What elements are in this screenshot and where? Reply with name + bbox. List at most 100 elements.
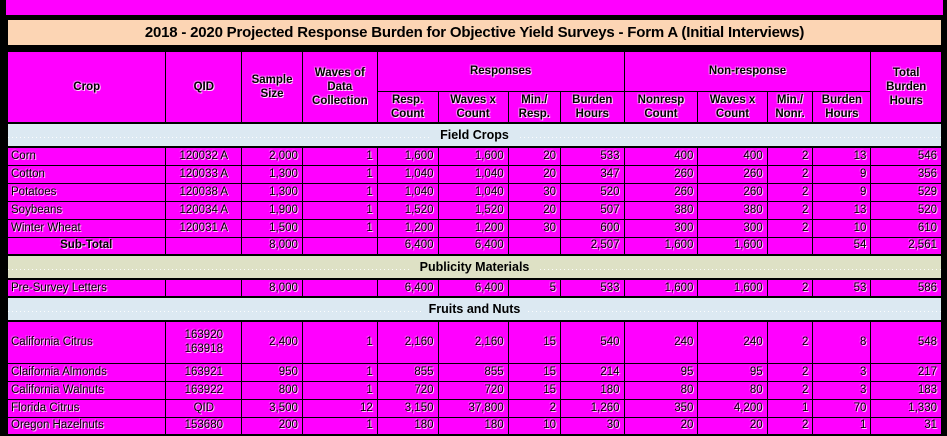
table-row: Cotton 120033 A 1,300 1 1,040 1,040 20 347 260 26… (6, 164, 943, 184)
total-burden-hours-cell: 217 (870, 362, 943, 382)
table-row: California Citrus 163920 163918 2,400 1 2,16… (6, 320, 943, 364)
crop-cell: Corn (6, 146, 167, 166)
resp-burden-hours-cell: 180 (559, 380, 625, 400)
title-bar: 2018 - 2020 Projected Response Burden fo… (6, 18, 943, 47)
resp-waves-x-count-cell: 1,520 (437, 200, 509, 220)
resp-burden-hours-cell: 507 (559, 200, 625, 220)
min-nonr-cell: 2 (766, 218, 814, 238)
qid-cell: 163922 (165, 380, 243, 400)
min-nonr-cell: 1 (766, 398, 814, 418)
crop-cell: Pre-Survey Letters (6, 278, 167, 298)
min-resp-cell: 20 (507, 164, 561, 184)
total-burden-hours-cell: 520 (870, 200, 943, 220)
resp-burden-hours-cell: 533 (559, 278, 625, 298)
col-header-min-nonr: Min./ Nonr. (766, 90, 814, 124)
table-header: Crop QID Sample Size Waves of Data Colle… (6, 50, 943, 124)
col-header-qid: QID (165, 50, 243, 124)
section-label: Publicity Materials (6, 254, 943, 281)
section-band: Field Crops (6, 122, 943, 149)
col-header-waves: Waves of Data Collection (301, 50, 378, 124)
crop-cell: Potatoes (6, 182, 167, 202)
section-label-text: Fruits and Nuts (420, 302, 529, 317)
nonresp-waves-x-count-cell: 260 (697, 182, 768, 202)
resp-burden-hours-cell: 533 (559, 146, 625, 166)
resp-burden-hours-cell: 540 (559, 320, 625, 364)
resp-count-cell: 6,400 (376, 278, 439, 298)
min-nonr-cell: 2 (766, 164, 814, 184)
waves-cell: 1 (301, 182, 378, 202)
sample-size-cell: 1,300 (241, 182, 303, 202)
nonresp-waves-x-count-cell: 260 (697, 164, 768, 184)
min-nonr-cell: 2 (766, 200, 814, 220)
resp-waves-x-count-cell: 720 (437, 380, 509, 400)
sample-size-cell: 1,500 (241, 218, 303, 238)
min-resp-cell: 30 (507, 182, 561, 202)
page-title: 2018 - 2020 Projected Response Burden fo… (144, 24, 805, 41)
nonresp-waves-x-count-cell: 1,600 (697, 236, 768, 256)
waves-cell: 1 (301, 146, 378, 166)
table-row: Claifornia Almonds 163921 950 1 855 855 15 214 9… (6, 362, 943, 382)
min-nonr-cell: 2 (766, 278, 814, 298)
nonresp-burden-hours-cell: 9 (812, 164, 872, 184)
resp-burden-hours-cell: 30 (559, 416, 625, 436)
crop-cell: Claifornia Almonds (6, 362, 167, 382)
nonresp-waves-x-count-cell: 380 (697, 200, 768, 220)
table-row: Soybeans 120034 A 1,900 1 1,520 1,520 20 507 380… (6, 200, 943, 220)
qid-cell: 120032 A (165, 146, 243, 166)
nonresp-count-cell: 240 (623, 320, 699, 364)
qid-cell: 153680 (165, 416, 243, 436)
min-resp-cell: 2 (507, 398, 561, 418)
section-band: Fruits and Nuts (6, 296, 943, 323)
total-burden-hours-cell: 1,330 (870, 398, 943, 418)
min-nonr-cell: 2 (766, 416, 814, 436)
resp-waves-x-count-cell: 180 (437, 416, 509, 436)
nonresp-count-cell: 380 (623, 200, 699, 220)
nonresp-burden-hours-cell: 53 (812, 278, 872, 298)
resp-count-cell: 720 (376, 380, 439, 400)
nonresp-burden-hours-cell: 3 (812, 380, 872, 400)
crop-cell: Soybeans (6, 200, 167, 220)
waves-cell: 1 (301, 218, 378, 238)
resp-waves-x-count-cell: 37,800 (437, 398, 509, 418)
qid-cell: 120034 A (165, 200, 243, 220)
resp-burden-hours-cell: 2,507 (559, 236, 625, 256)
nonresp-count-cell: 260 (623, 182, 699, 202)
total-burden-hours-cell: 356 (870, 164, 943, 184)
qid-cell (165, 278, 243, 298)
nonresp-waves-x-count-cell: 1,600 (697, 278, 768, 298)
crop-cell: California Walnuts (6, 380, 167, 400)
table-row: California Walnuts 163922 800 1 720 720 15 180 8… (6, 380, 943, 400)
waves-cell: 1 (301, 362, 378, 382)
table-row: Sub-Total 8,000 6,400 6,400 2,507 1,600 1,600 5… (6, 236, 943, 256)
nonresp-burden-hours-cell: 8 (812, 320, 872, 364)
nonresp-count-cell: 300 (623, 218, 699, 238)
nonresp-count-cell: 400 (623, 146, 699, 166)
table-row: Winter Wheat 120031 A 1,500 1 1,200 1,200 30 60… (6, 218, 943, 238)
resp-waves-x-count-cell: 6,400 (437, 236, 509, 256)
nonresp-burden-hours-cell: 10 (812, 218, 872, 238)
resp-count-cell: 1,040 (376, 182, 439, 202)
min-nonr-cell: 2 (766, 362, 814, 382)
total-burden-hours-cell: 546 (870, 146, 943, 166)
min-resp-cell: 20 (507, 200, 561, 220)
qid-cell: 120033 A (165, 164, 243, 184)
nonresp-waves-x-count-cell: 20 (697, 416, 768, 436)
sample-size-cell: 2,000 (241, 146, 303, 166)
top-strip (6, 0, 943, 15)
qid-cell: 120031 A (165, 218, 243, 238)
nonresp-burden-hours-cell: 13 (812, 200, 872, 220)
min-resp-cell: 20 (507, 146, 561, 166)
waves-cell: 1 (301, 164, 378, 184)
crop-cell: Sub-Total (6, 236, 167, 256)
sample-size-cell: 3,500 (241, 398, 303, 418)
resp-waves-x-count-cell: 1,200 (437, 218, 509, 238)
total-burden-hours-cell: 2,561 (870, 236, 943, 256)
crop-cell: Oregon Hazelnuts (6, 416, 167, 436)
min-resp-cell: 15 (507, 380, 561, 400)
col-header-resp-burden-hours: Burden Hours (559, 90, 625, 124)
sample-size-cell: 8,000 (241, 236, 303, 256)
min-resp-cell: 5 (507, 278, 561, 298)
burden-table: Crop QID Sample Size Waves of Data Colle… (6, 50, 943, 436)
nonresp-waves-x-count-cell: 400 (697, 146, 768, 166)
